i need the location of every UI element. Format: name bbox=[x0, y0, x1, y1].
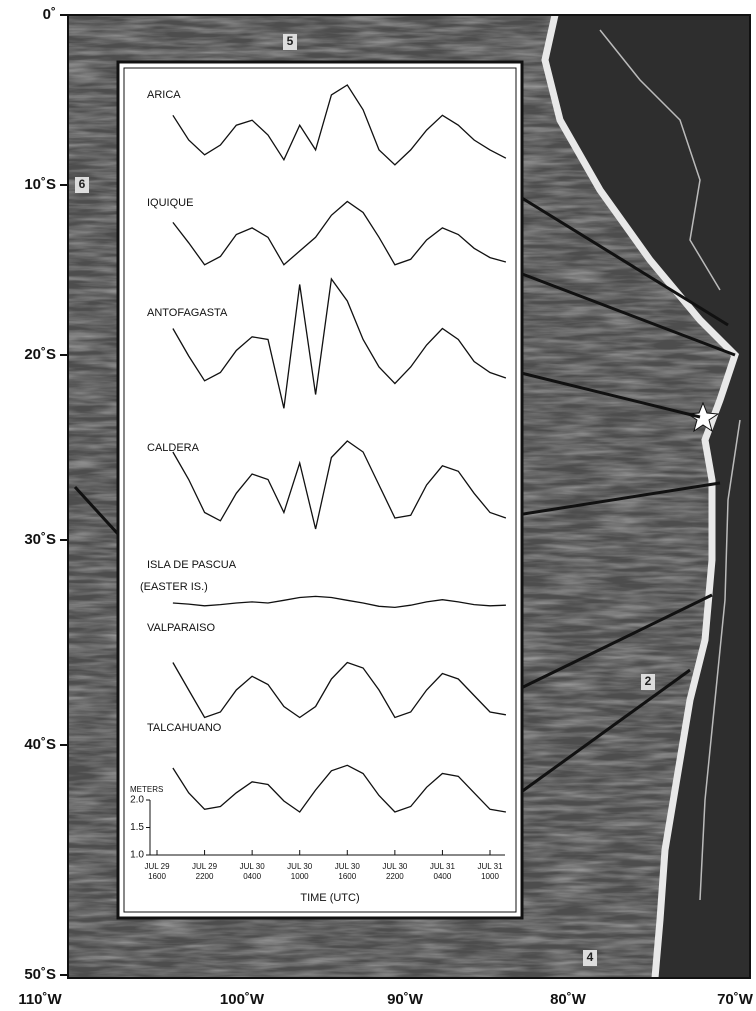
lon-label: 70˚W bbox=[717, 991, 754, 1008]
page: 0˚ 10˚S 20˚S 30˚S 40˚S 50˚S 110˚W 100˚W 90˚W 80˚W… bbox=[0, 0, 756, 1011]
inset bbox=[118, 62, 522, 918]
contour-label: 2 bbox=[645, 674, 652, 688]
station-label: ISLA DE PASCUA bbox=[147, 559, 237, 571]
lon-label: 90˚W bbox=[387, 991, 424, 1008]
contour-label: 5 bbox=[287, 34, 294, 48]
station-sublabel: (EASTER IS.) bbox=[140, 581, 208, 593]
lat-label: 30˚S bbox=[24, 531, 56, 548]
x-tick-label: JUL 31 1000 bbox=[465, 862, 515, 882]
y-tick-label: 1.5 bbox=[130, 822, 144, 833]
lat-label: 20˚S bbox=[24, 346, 56, 363]
station-label: TALCAHUANO bbox=[147, 722, 222, 734]
contour-label: 6 bbox=[79, 177, 86, 191]
x-tick-label: JUL 29 2200 bbox=[180, 862, 230, 882]
lon-label: 80˚W bbox=[550, 991, 587, 1008]
lon-label: 110˚W bbox=[18, 991, 62, 1008]
x-tick-label: JUL 30 1000 bbox=[275, 862, 325, 882]
lon-label: 100˚W bbox=[220, 991, 265, 1008]
station-label: IQUIQUE bbox=[147, 197, 193, 209]
x-tick-label: JUL 31 0400 bbox=[417, 862, 467, 882]
station-label: ANTOFAGASTA bbox=[147, 307, 228, 319]
y-tick-label: 1.0 bbox=[130, 850, 144, 861]
x-axis-title: TIME (UTC) bbox=[300, 892, 359, 904]
x-tick-label: JUL 30 2200 bbox=[370, 862, 420, 882]
lat-label: 50˚S bbox=[24, 966, 56, 983]
x-tick-label: JUL 30 0400 bbox=[227, 862, 277, 882]
y-tick-label: 2.0 bbox=[130, 795, 144, 806]
figure: 0˚ 10˚S 20˚S 30˚S 40˚S 50˚S 110˚W 100˚W 90˚W 80˚W… bbox=[0, 0, 756, 1011]
station-label: ARICA bbox=[147, 89, 181, 101]
y-axis-title: METERS bbox=[130, 785, 163, 794]
lat-label: 40˚S bbox=[24, 736, 56, 753]
contour-label: 4 bbox=[587, 950, 594, 964]
x-tick-label: JUL 30 1600 bbox=[322, 862, 372, 882]
lat-label: 10˚S bbox=[24, 176, 56, 193]
station-label: VALPARAISO bbox=[147, 622, 216, 634]
lat-label: 0˚ bbox=[43, 6, 56, 23]
x-tick-label: JUL 29 1600 bbox=[132, 862, 182, 882]
